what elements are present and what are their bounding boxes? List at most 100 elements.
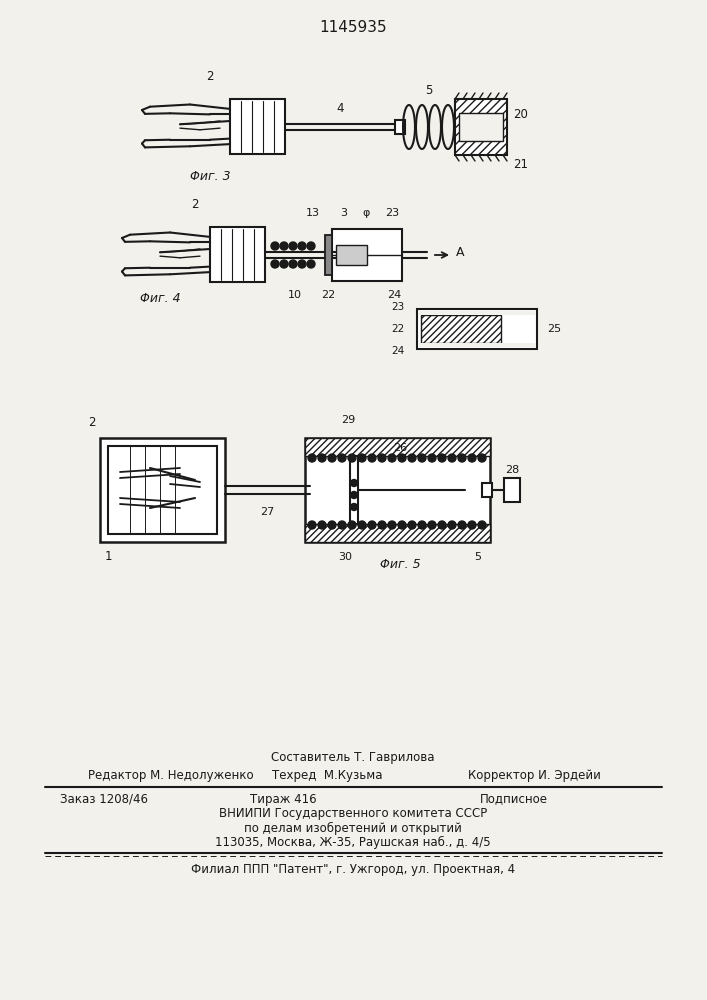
Text: 21: 21 bbox=[513, 158, 529, 172]
Text: 22: 22 bbox=[321, 290, 335, 300]
Text: Составитель Т. Гаврилова: Составитель Т. Гаврилова bbox=[271, 750, 435, 764]
Circle shape bbox=[408, 521, 416, 529]
Circle shape bbox=[308, 521, 316, 529]
Text: 24: 24 bbox=[392, 346, 405, 356]
Circle shape bbox=[368, 521, 376, 529]
Circle shape bbox=[458, 454, 466, 462]
Circle shape bbox=[348, 454, 356, 462]
Circle shape bbox=[438, 454, 446, 462]
Text: 1145935: 1145935 bbox=[319, 20, 387, 35]
Circle shape bbox=[351, 504, 358, 510]
Bar bbox=[332, 229, 402, 281]
Circle shape bbox=[271, 260, 279, 268]
Circle shape bbox=[318, 454, 326, 462]
Circle shape bbox=[358, 454, 366, 462]
Circle shape bbox=[351, 480, 358, 487]
Bar bbox=[305, 438, 490, 542]
Circle shape bbox=[468, 521, 476, 529]
Circle shape bbox=[308, 454, 316, 462]
Bar bbox=[336, 245, 367, 265]
Text: 30: 30 bbox=[338, 552, 352, 562]
Circle shape bbox=[428, 521, 436, 529]
Bar bbox=[325, 235, 332, 275]
Circle shape bbox=[418, 521, 426, 529]
Circle shape bbox=[448, 454, 456, 462]
Text: по делам изобретений и открытий: по делам изобретений и открытий bbox=[244, 821, 462, 835]
Circle shape bbox=[318, 521, 326, 529]
Text: Φиг. 5: Φиг. 5 bbox=[380, 558, 421, 570]
Circle shape bbox=[448, 521, 456, 529]
Circle shape bbox=[307, 242, 315, 250]
Circle shape bbox=[378, 454, 386, 462]
Text: Техред  М.Кузьма: Техред М.Кузьма bbox=[272, 768, 382, 782]
Circle shape bbox=[351, 491, 358, 498]
Text: A: A bbox=[456, 246, 464, 259]
Circle shape bbox=[438, 521, 446, 529]
Circle shape bbox=[368, 454, 376, 462]
Text: 5: 5 bbox=[474, 552, 481, 562]
Text: 25: 25 bbox=[547, 324, 561, 334]
Text: 2: 2 bbox=[88, 416, 95, 428]
Text: 26: 26 bbox=[393, 443, 407, 453]
Bar bbox=[455, 99, 507, 155]
Text: 2: 2 bbox=[192, 198, 199, 212]
Bar bbox=[305, 438, 490, 456]
Text: 28: 28 bbox=[505, 465, 519, 475]
Circle shape bbox=[458, 521, 466, 529]
Circle shape bbox=[398, 454, 406, 462]
Text: 24: 24 bbox=[387, 290, 401, 300]
Circle shape bbox=[307, 260, 315, 268]
Text: 20: 20 bbox=[513, 108, 528, 121]
Text: φ: φ bbox=[362, 208, 370, 218]
Circle shape bbox=[338, 454, 346, 462]
Bar bbox=[421, 315, 501, 343]
Circle shape bbox=[328, 521, 336, 529]
Circle shape bbox=[338, 521, 346, 529]
Circle shape bbox=[418, 454, 426, 462]
Text: Φиг. 4: Φиг. 4 bbox=[140, 292, 180, 306]
Circle shape bbox=[280, 260, 288, 268]
Circle shape bbox=[428, 454, 436, 462]
Bar bbox=[305, 524, 490, 542]
Circle shape bbox=[398, 521, 406, 529]
Bar bbox=[210, 227, 265, 282]
Text: ВНИИПИ Государственного комитета СССР: ВНИИПИ Государственного комитета СССР bbox=[219, 808, 487, 820]
Circle shape bbox=[328, 454, 336, 462]
Text: 3: 3 bbox=[341, 208, 348, 218]
Text: 1: 1 bbox=[104, 550, 112, 562]
Bar bbox=[395, 120, 405, 134]
Circle shape bbox=[280, 242, 288, 250]
Text: Филиал ППП "Патент", г. Ужгород, ул. Проектная, 4: Филиал ППП "Патент", г. Ужгород, ул. Про… bbox=[191, 863, 515, 876]
Text: 5: 5 bbox=[426, 85, 433, 98]
Text: 22: 22 bbox=[392, 324, 405, 334]
Bar bbox=[350, 456, 358, 524]
Circle shape bbox=[388, 454, 396, 462]
Circle shape bbox=[298, 260, 306, 268]
Text: 2: 2 bbox=[206, 70, 214, 84]
Circle shape bbox=[408, 454, 416, 462]
Text: 27: 27 bbox=[260, 507, 274, 517]
Bar bbox=[108, 446, 217, 534]
Bar bbox=[419, 311, 535, 315]
Circle shape bbox=[468, 454, 476, 462]
Circle shape bbox=[478, 521, 486, 529]
Text: Тираж 416: Тираж 416 bbox=[250, 792, 317, 806]
Circle shape bbox=[478, 454, 486, 462]
Bar bbox=[230, 99, 285, 154]
Bar bbox=[417, 309, 537, 349]
Text: 23: 23 bbox=[385, 208, 399, 218]
Circle shape bbox=[289, 242, 297, 250]
Text: 23: 23 bbox=[392, 302, 405, 312]
Circle shape bbox=[289, 260, 297, 268]
Text: 113035, Москва, Ж-35, Раушская наб., д. 4/5: 113035, Москва, Ж-35, Раушская наб., д. … bbox=[215, 835, 491, 849]
Bar bbox=[482, 483, 492, 497]
Circle shape bbox=[298, 242, 306, 250]
Text: Φиг. 3: Φиг. 3 bbox=[189, 169, 230, 182]
Text: Заказ 1208/46: Заказ 1208/46 bbox=[60, 792, 148, 806]
Bar bbox=[504, 478, 520, 502]
Circle shape bbox=[358, 521, 366, 529]
Bar bbox=[419, 343, 535, 347]
Circle shape bbox=[271, 242, 279, 250]
Text: 10: 10 bbox=[288, 290, 302, 300]
Text: Подписное: Подписное bbox=[480, 792, 548, 806]
